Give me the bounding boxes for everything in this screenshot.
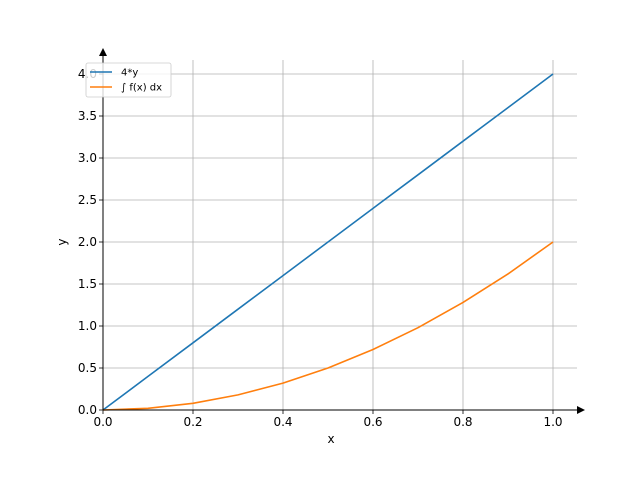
y-tick-label: 1.5 [78, 277, 97, 291]
legend: 4*y ∫ f(x) dx [85, 62, 172, 98]
x-tick-label: 1.0 [543, 415, 562, 429]
axes [99, 48, 585, 414]
legend-label-1: 4*y [121, 68, 138, 79]
x-tick-label: 0.8 [453, 415, 472, 429]
series-line-1 [102, 73, 554, 411]
legend-label-2: ∫ f(x) dx [121, 83, 162, 94]
y-axis-label: y [55, 238, 69, 245]
y-tick-label: 3.0 [78, 151, 97, 165]
y-tick-label: 1.0 [78, 319, 97, 333]
series-lines [102, 73, 554, 411]
x-axis-arrow-icon [577, 406, 585, 414]
y-tick-label: 0.0 [78, 403, 97, 417]
x-tick-label: 0.0 [93, 415, 112, 429]
grid-lines [103, 60, 577, 410]
series-line-2 [102, 241, 554, 411]
y-axis-arrow-icon [99, 48, 107, 56]
y-tick-label: 2.5 [78, 193, 97, 207]
x-tick-label: 0.6 [363, 415, 382, 429]
y-tick-label: 0.5 [78, 361, 97, 375]
tick-labels: 0.0 0.2 0.4 0.6 0.8 1.0 0.0 0.5 1.0 1.5 2.0 2.5 3.0 3… [78, 67, 563, 429]
x-tick-label: 0.2 [183, 415, 202, 429]
y-tick-label: 2.0 [78, 235, 97, 249]
y-tick-label: 3.5 [78, 109, 97, 123]
x-axis-label: x [327, 432, 334, 446]
x-tick-label: 0.4 [273, 415, 292, 429]
